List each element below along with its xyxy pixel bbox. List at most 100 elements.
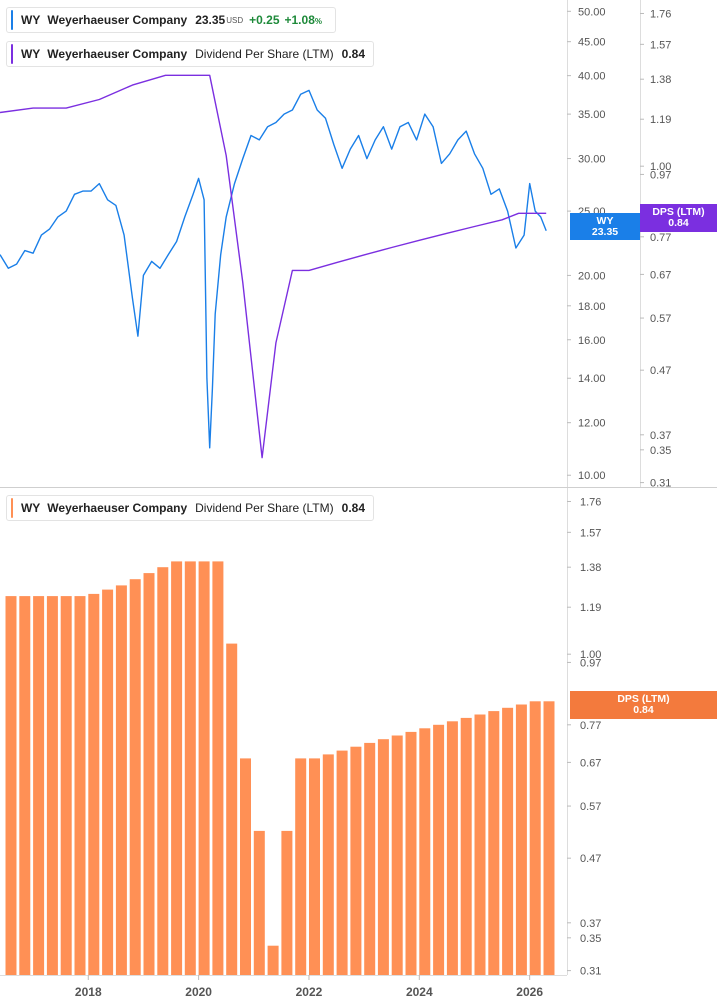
dps-series-line xyxy=(0,74,547,459)
legend-dps-bottom-company: Weyerhaeuser Company xyxy=(47,501,188,515)
price-axis-label: 40.00 xyxy=(578,71,606,83)
legend-dps-bottom[interactable]: WY Weyerhaeuser Company Dividend Per Sha… xyxy=(6,495,374,521)
dps-axis-label-bottom: 1.76 xyxy=(580,496,601,508)
price-axis-label: 45.00 xyxy=(578,37,606,49)
price-axis-label: 50.00 xyxy=(578,6,606,18)
dps-bar xyxy=(391,735,403,975)
dps-badge-bottom-label: DPS (LTM) xyxy=(617,693,670,705)
price-badge-label: WY xyxy=(596,215,614,227)
legend-dps-top[interactable]: WY Weyerhaeuser Company Dividend Per Sha… xyxy=(6,41,374,67)
dps-bar xyxy=(212,561,224,975)
dps-axis-label-top: 0.35 xyxy=(650,445,671,457)
dps-badge-bottom: DPS (LTM) 0.84 xyxy=(570,691,717,719)
dps-bar xyxy=(74,596,86,975)
dps-bar xyxy=(33,596,45,975)
bottom-panel-plot xyxy=(5,561,555,975)
price-axis-label: 16.00 xyxy=(578,335,606,347)
legend-dps-bottom-ticker: WY xyxy=(20,501,41,515)
dps-axis-label-top: 0.57 xyxy=(650,313,671,325)
legend-price-change-pct-value: +1.08 xyxy=(284,13,315,27)
dps-bar xyxy=(129,579,141,975)
dps-bar xyxy=(460,717,472,975)
legend-dps-top-ticker: WY xyxy=(20,47,41,61)
dps-bar xyxy=(419,728,431,975)
legend-price-change-pct: +1.08% xyxy=(285,13,323,27)
dps-axis-label-bottom: 0.67 xyxy=(580,757,601,769)
dps-bar xyxy=(446,721,458,975)
dps-axis-label-bottom: 0.77 xyxy=(580,720,601,732)
x-axis-label: 2018 xyxy=(75,985,102,999)
legend-dps-top-metric: Dividend Per Share (LTM) xyxy=(195,47,334,61)
dps-bar xyxy=(157,567,169,975)
dps-axis-label-bottom: 0.47 xyxy=(580,853,601,865)
price-axis-label: 14.00 xyxy=(578,373,606,385)
dps-axis-label-bottom: 0.57 xyxy=(580,801,601,813)
x-axis-label: 2026 xyxy=(516,985,543,999)
dps-bar xyxy=(502,707,514,975)
dps-bar xyxy=(474,714,486,975)
dps-axis-label-top: 1.38 xyxy=(650,74,671,86)
dps-bar xyxy=(515,704,527,975)
dps-axis-label-bottom: 1.38 xyxy=(580,562,601,574)
dps-axis-label-top: 0.77 xyxy=(650,232,671,244)
dps-badge-top-value: 0.84 xyxy=(668,217,689,229)
dps-bar xyxy=(102,589,114,975)
legend-dps-bottom-metric: Dividend Per Share (LTM) xyxy=(195,501,334,515)
dps-bar xyxy=(529,701,541,975)
price-axis-label: 35.00 xyxy=(578,109,606,121)
dps-axis-label-bottom: 0.97 xyxy=(580,657,601,669)
dps-axis-label-top: 0.97 xyxy=(650,169,671,181)
dps-line-swatch xyxy=(11,44,13,64)
axes: 50.0045.0040.0035.0030.0025.0020.0018.00… xyxy=(75,6,671,999)
dps-axis-label-bottom: 1.57 xyxy=(580,527,601,539)
dps-bar xyxy=(184,561,196,975)
dps-axis-label-bottom: 0.31 xyxy=(580,966,601,978)
dps-bar xyxy=(488,711,500,975)
dps-bar xyxy=(5,596,17,975)
legend-pct-sign: % xyxy=(314,17,322,26)
dps-bar xyxy=(336,750,348,975)
legend-price[interactable]: WY Weyerhaeuser Company 23.35 USD +0.25 … xyxy=(6,7,336,33)
price-badge-value: 23.35 xyxy=(591,226,619,238)
dps-axis-label-top: 1.00 xyxy=(650,161,671,173)
dps-bar xyxy=(88,593,100,975)
dps-axis-label-top: 1.19 xyxy=(650,114,671,126)
legend-dps-top-company: Weyerhaeuser Company xyxy=(47,47,188,61)
top-panel-plot xyxy=(0,74,547,459)
dps-axis-label-top: 0.67 xyxy=(650,269,671,281)
price-axis-label: 10.00 xyxy=(578,470,606,482)
dps-bar xyxy=(281,830,293,975)
dps-bar xyxy=(198,561,210,975)
dps-bar xyxy=(46,596,58,975)
dps-axis-label-bottom: 1.00 xyxy=(580,649,601,661)
dps-bar xyxy=(295,758,307,975)
dps-bar xyxy=(543,701,555,975)
dps-bar xyxy=(171,561,183,975)
price-series-swatch xyxy=(11,10,14,30)
price-axis-label: 20.00 xyxy=(578,270,606,282)
dps-bar xyxy=(405,731,417,975)
legend-dps-top-value: 0.84 xyxy=(341,47,365,61)
price-axis-label: 18.00 xyxy=(578,301,606,313)
dps-axis-label-top: 1.57 xyxy=(650,39,671,51)
dps-axis-label-bottom: 1.19 xyxy=(580,602,601,614)
legend-dps-bottom-value: 0.84 xyxy=(341,501,365,515)
dps-bar xyxy=(322,754,334,975)
price-axis-label: 30.00 xyxy=(578,154,606,166)
dps-axis-label-bottom: 0.35 xyxy=(580,933,601,945)
dps-bar xyxy=(60,596,72,975)
dps-bar xyxy=(226,643,238,975)
legend-price-value: 23.35 xyxy=(195,13,226,27)
dps-bar xyxy=(433,724,445,975)
x-axis-label: 2022 xyxy=(296,985,323,999)
dps-bar-swatch xyxy=(11,498,13,518)
price-axis-label: 12.00 xyxy=(578,418,606,430)
dps-badge-top: DPS (LTM) 0.84 xyxy=(640,204,717,232)
dps-axis-label-top: 0.37 xyxy=(650,430,671,442)
dps-axis-label-top: 0.31 xyxy=(650,478,671,490)
dps-bar xyxy=(115,585,127,975)
dps-bar xyxy=(143,573,155,975)
dps-badge-top-label: DPS (LTM) xyxy=(652,206,705,218)
dps-bar xyxy=(364,742,376,975)
dps-bar xyxy=(350,746,362,975)
